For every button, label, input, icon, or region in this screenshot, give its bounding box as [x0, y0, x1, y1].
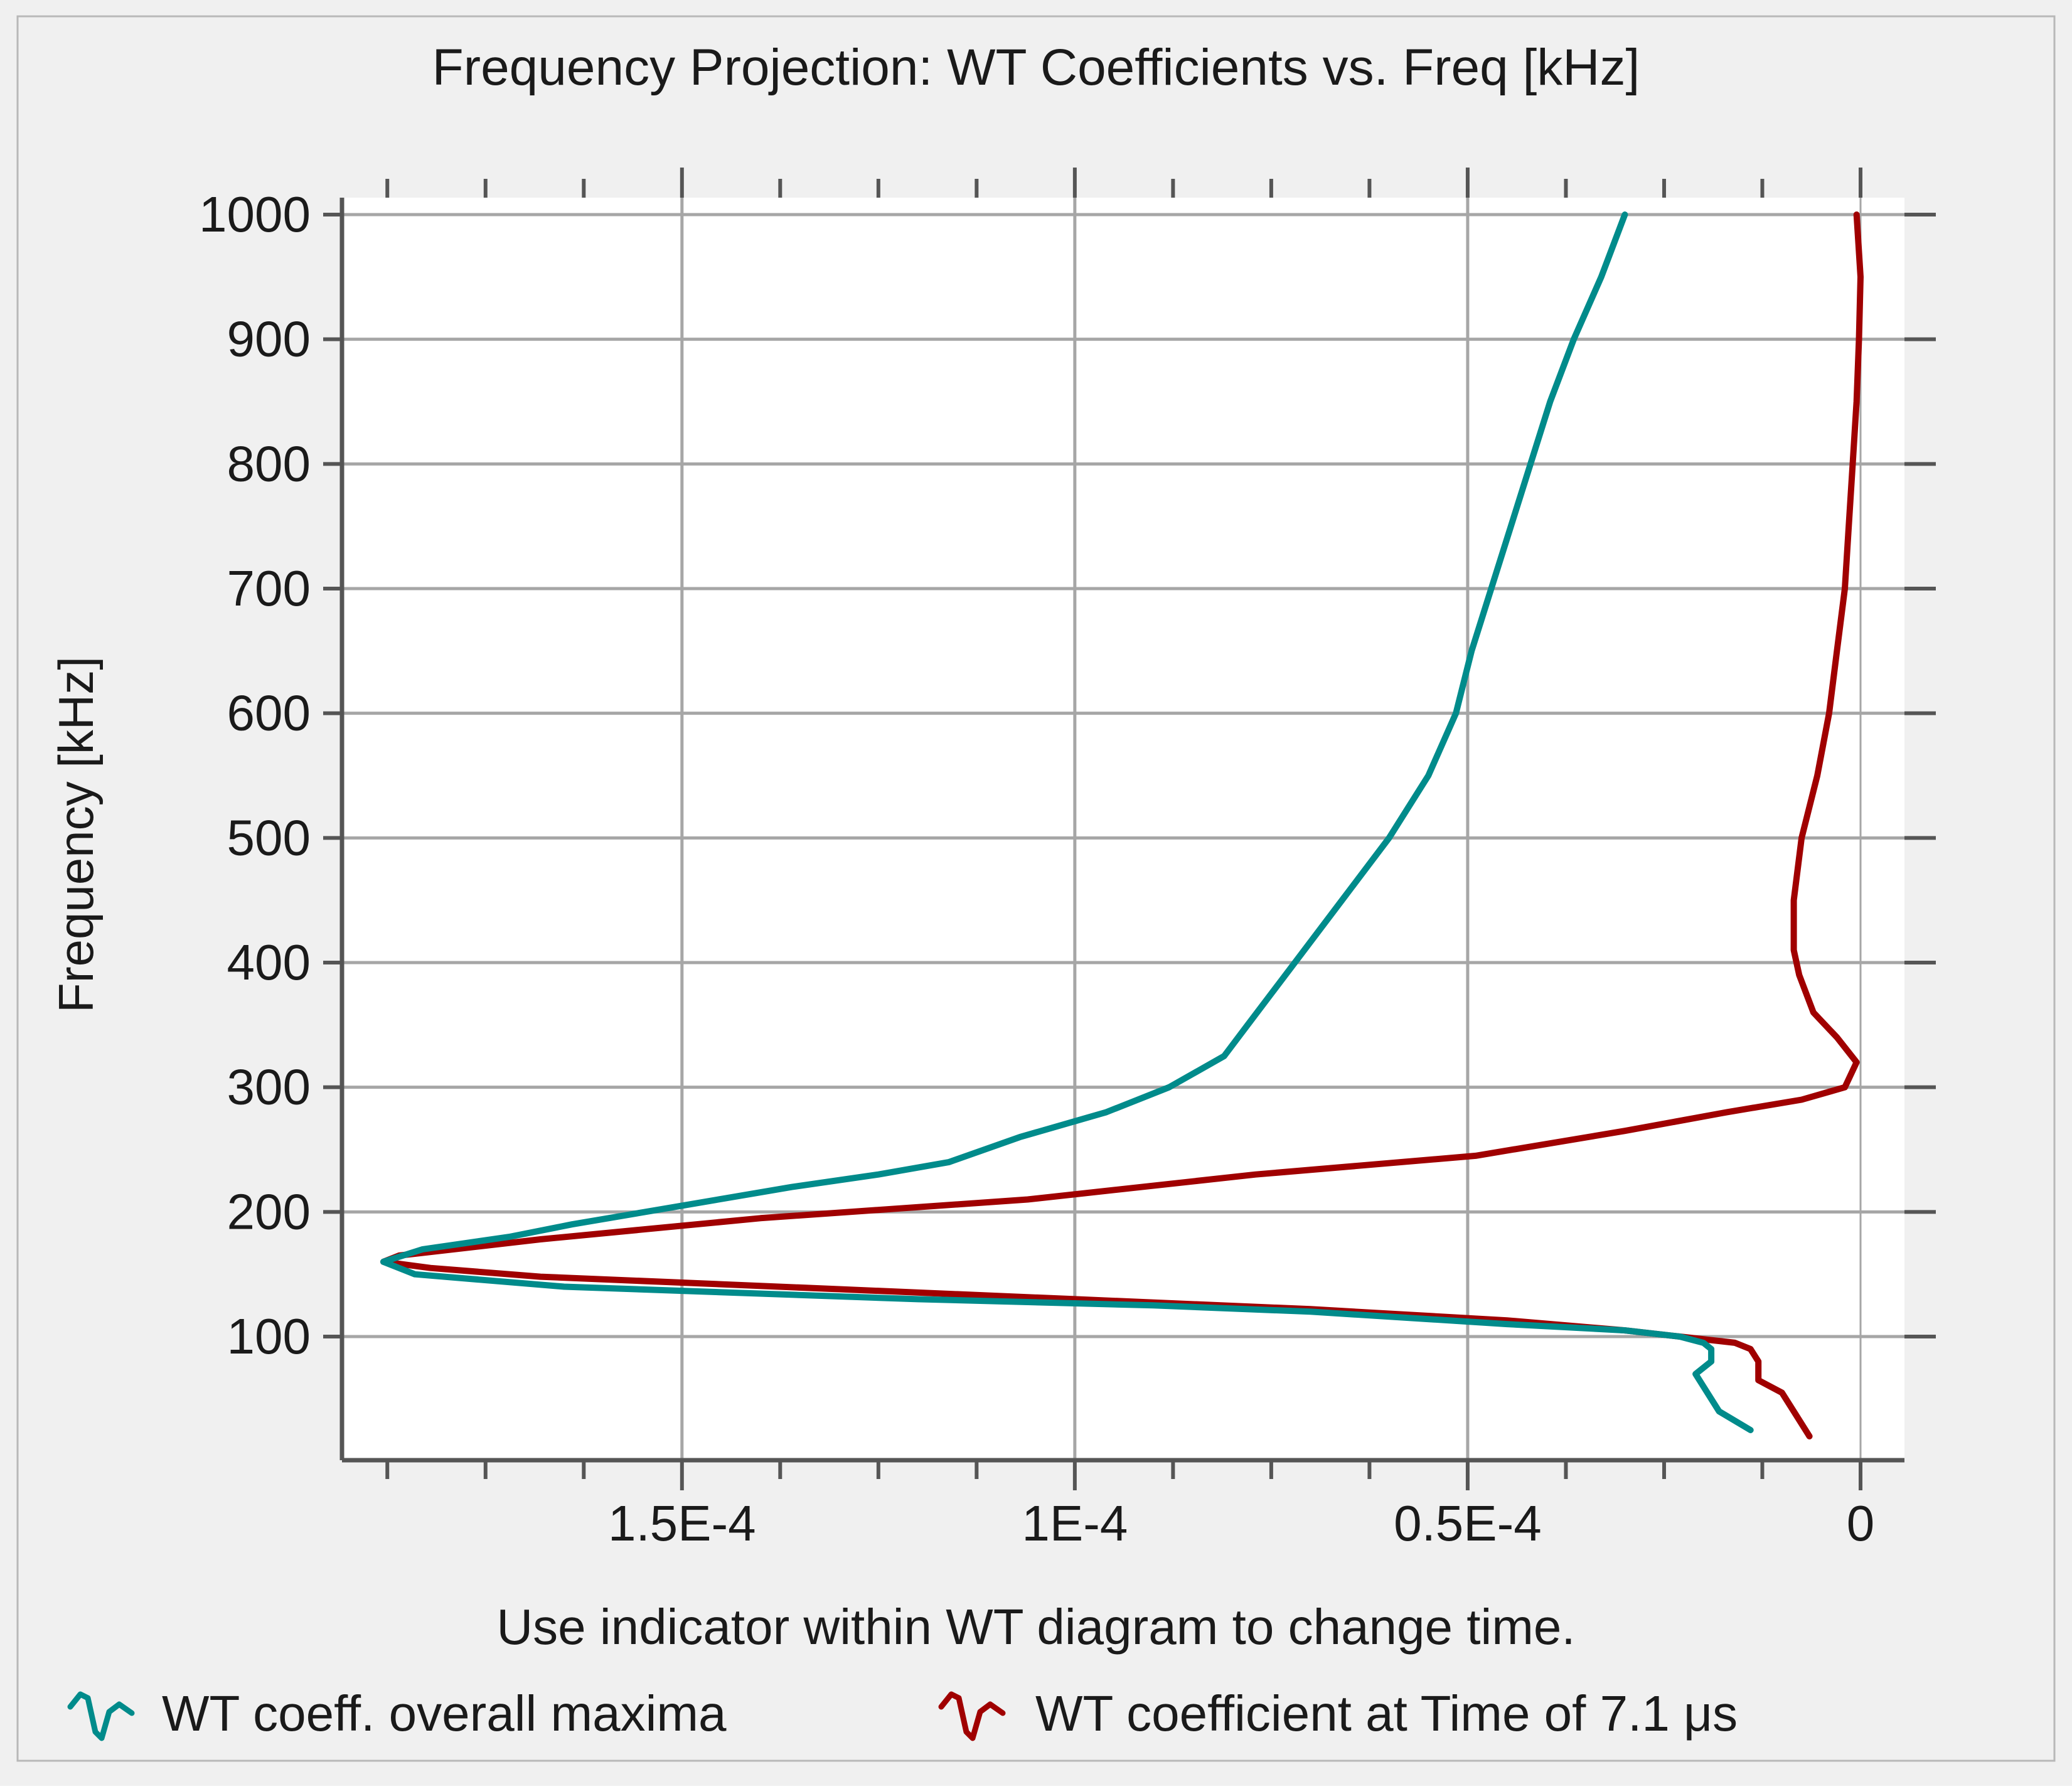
series-line-overall-maxima: [380, 211, 1754, 1433]
grid-lines: [342, 198, 1904, 1460]
y-tick-label: 400: [227, 934, 311, 990]
red-wave-icon: [938, 1691, 1006, 1741]
x-tick-label: 0: [1847, 1495, 1875, 1551]
y-tick-label: 200: [227, 1183, 311, 1239]
y-tick-label: 600: [227, 685, 311, 741]
y-tick-label: 500: [227, 809, 311, 865]
axes: [339, 198, 1904, 1463]
plot-area: [342, 198, 1904, 1460]
y-tick-label: 1000: [199, 186, 311, 242]
y-axis-label: Frequency [kHz]: [48, 656, 104, 1013]
y-tick-label: 300: [227, 1059, 311, 1115]
y-tick-label: 900: [227, 311, 311, 367]
legend-item-overall: WT coeff. overall maxima: [67, 1685, 727, 1741]
legend-label-overall: WT coeff. overall maxima: [162, 1685, 727, 1741]
minor-ticks: [323, 168, 1936, 1490]
y-tick-label: 700: [227, 560, 311, 616]
teal-wave-icon: [67, 1691, 135, 1741]
y-tick-label: 800: [227, 435, 311, 491]
legend-item-time: WT coefficient at Time of 7.1 μs: [938, 1685, 1738, 1741]
x-tick-label: 1E-4: [1022, 1495, 1128, 1551]
x-tick-label: 0.5E-4: [1394, 1495, 1542, 1551]
series-layer: [380, 211, 1864, 1439]
legend-label-time: WT coefficient at Time of 7.1 μs: [1035, 1685, 1738, 1741]
footer-hint: Use indicator within WT diagram to chang…: [496, 1599, 1575, 1655]
chart-title: Frequency Projection: WT Coefficients vs…: [432, 39, 1640, 96]
legend: WT coeff. overall maxima WT coefficient …: [67, 1685, 1738, 1741]
x-tick-labels: 1.5E-4 1E-4 0.5E-4 0: [608, 1495, 1874, 1551]
panel-border: [16, 15, 2056, 1762]
y-tick-label: 100: [227, 1308, 311, 1364]
x-tick-label: 1.5E-4: [608, 1495, 756, 1551]
y-tick-labels: 100 200 300 400 500 600 700 800 900 1000: [199, 186, 311, 1364]
